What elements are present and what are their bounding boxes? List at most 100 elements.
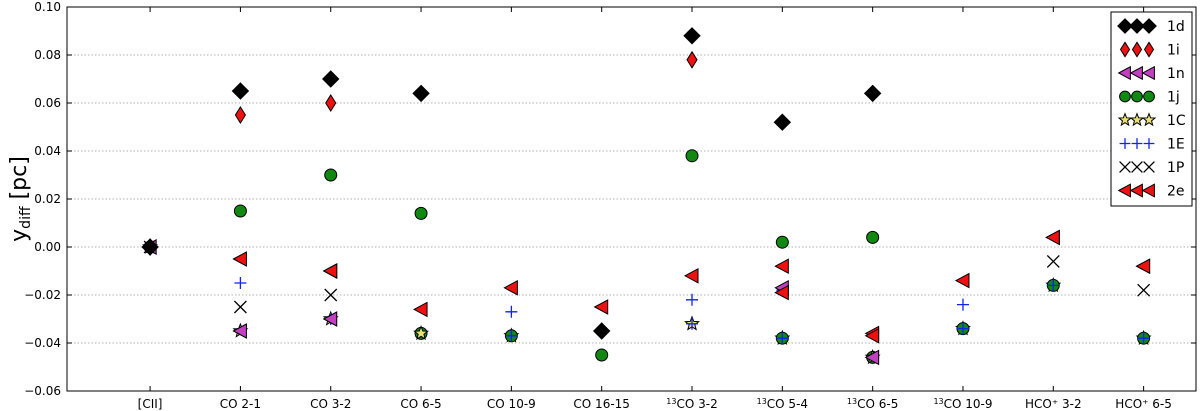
point-2e [1045,229,1060,246]
point-1d [773,113,792,131]
x-tick-label-text: HCO⁺ 3-2 [1025,397,1082,411]
data-points [141,27,1152,366]
legend-marker-1j [1119,90,1131,103]
legend-marker-1d [1141,18,1157,34]
point-1j [414,206,428,220]
legend-marker-1P [1119,161,1131,173]
x-tick-label-text: CO 10-9 [944,397,993,411]
x-tick-label-isotope: 13 [757,397,767,406]
x-tick-label: 13CO 10-9 [933,397,992,411]
point-1j [233,204,247,218]
x-tick-label-text: CO 6-5 [400,397,441,411]
x-tick-label-isotope: 13 [666,397,676,406]
x-tick-label-isotope: 13 [933,397,943,406]
x-tick-label-text: [CII] [138,397,163,411]
legend-marker-1i [1143,41,1155,58]
point-1d [683,27,701,45]
point-1E [686,293,699,306]
y-tick-label: 0.10 [34,0,61,14]
legend-marker-1C [1129,112,1145,127]
legend-marker-1j [1143,90,1155,103]
point-1P [1046,254,1060,268]
point-1E [1137,332,1150,345]
legend-label: 1i [1167,43,1180,59]
x-tick-label-isotope: 13 [847,397,857,406]
legend-marker-1d [1129,18,1145,34]
point-1C [413,325,430,341]
point-1d [231,82,250,100]
x-tick-label: CO 6-5 [400,397,441,411]
point-1d [141,238,159,256]
point-1E [1047,279,1060,292]
legend-marker-2e [1141,183,1155,198]
point-1d [322,70,340,88]
legend-marker-1C [1141,112,1157,127]
point-1j [685,149,699,163]
x-tick-label-text: CO 6-5 [857,397,898,411]
point-1E [686,317,699,330]
legend-label: 1j [1167,90,1180,106]
point-2e [232,251,247,267]
grid [67,54,1196,344]
legend-marker-1E [1143,138,1155,149]
point-2e [774,284,789,301]
point-2e [503,279,518,296]
legend: 1d 1i 1n 1j 1C 1E 1P 2e [1110,11,1193,207]
point-2e [412,301,428,318]
point-2e [322,263,338,279]
legend-marker-1j [1131,90,1143,103]
x-tick-label-text: CO 16-15 [573,397,630,411]
point-1E [956,298,969,311]
point-1E [776,332,789,345]
legend-marker-1C [1117,112,1133,127]
y-tick-label: −0.02 [24,288,61,302]
point-1E [234,277,247,289]
legend-marker-1d [1117,18,1133,34]
point-1j [324,168,338,182]
x-tick-label-text: HCO⁺ 6-5 [1115,397,1172,411]
point-1i [234,106,247,124]
point-1d [863,84,882,103]
point-1j [595,348,609,362]
point-1E [505,305,518,318]
x-tick-label-text: CO 5-4 [767,397,808,411]
y-tick-label: 0.04 [34,144,61,158]
point-1n [864,349,880,366]
point-1E [956,322,969,335]
x-tick-label: CO 3-2 [310,397,351,411]
point-1P [233,300,247,314]
legend-marker-1E [1119,138,1131,149]
y-tick-label: −0.06 [24,384,61,398]
y-axis-title-sub: diff [18,206,34,229]
legend-marker-1i [1131,41,1143,58]
point-1n [232,323,247,339]
point-2e [864,327,880,344]
legend-label: 1d [1167,19,1185,35]
legend-label: 1n [1167,66,1185,82]
y-tick-label: −0.04 [24,336,61,350]
x-tick-label-text: CO 3-2 [676,397,717,411]
legend-label: 1C [1167,113,1186,129]
point-1d [412,84,430,103]
x-tick-label: HCO⁺ 3-2 [1025,397,1082,411]
legend-box [1110,11,1193,207]
point-2e [593,299,609,315]
x-tick-label: 13CO 3-2 [666,397,717,411]
y-tick-label: 0.08 [34,48,61,62]
x-tick-label-text: CO 3-2 [310,397,351,411]
point-1d [592,322,611,340]
y-axis-title-main: y [7,229,32,242]
x-tick-label: 13CO 5-4 [757,397,808,411]
point-2e [683,267,699,284]
x-tick-label: CO 10-9 [487,397,536,411]
point-1P [324,288,338,302]
x-tick-label: HCO⁺ 6-5 [1115,397,1172,411]
point-2e [1135,258,1151,275]
point-1j [866,230,880,244]
point-1j [775,235,789,249]
point-1E [505,329,518,342]
legend-marker-1P [1131,161,1143,173]
legend-marker-1n [1141,65,1155,81]
point-2e [774,258,789,275]
